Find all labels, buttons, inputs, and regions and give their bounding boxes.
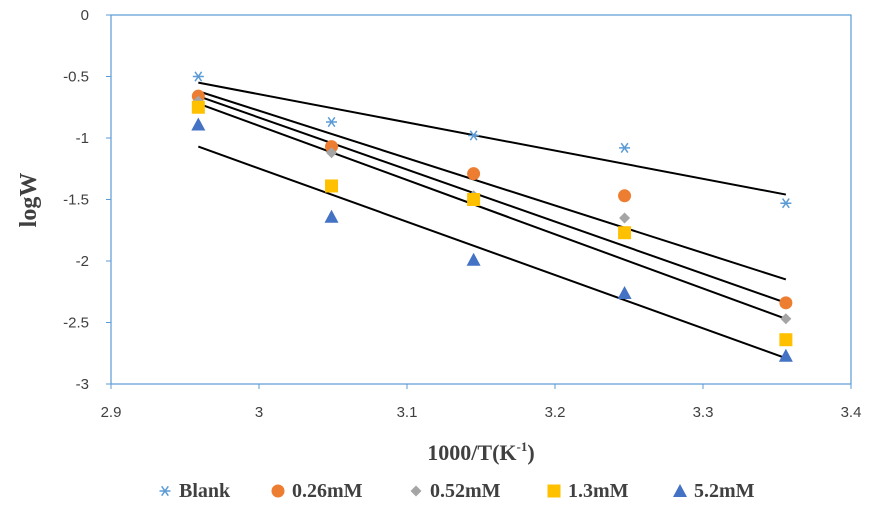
- legend-marker-3: [547, 484, 561, 498]
- data-point-1-4: [779, 296, 793, 310]
- data-point-0-0: [192, 71, 204, 82]
- data-point-2-3: [619, 212, 631, 224]
- plot-area: [110, 14, 852, 385]
- data-point-3-3: [618, 226, 632, 240]
- data-point-4-1: [324, 209, 339, 223]
- legend-item-0: Blank: [159, 480, 231, 502]
- legend-marker-2: [410, 485, 422, 497]
- trendlines: [197, 81, 787, 360]
- data-point-1-3: [618, 189, 632, 203]
- data-points: [191, 71, 793, 362]
- x-tick-label: 3.1: [397, 404, 418, 421]
- data-point-4-3: [617, 285, 632, 299]
- trendline-4: [197, 145, 787, 360]
- legend-label-1: 0.26mM: [292, 480, 363, 502]
- y-axis: 0 -0.5 -1 -1.5 -2 -2.5 -3: [63, 7, 111, 393]
- legend-item-1: 0.26mM: [271, 480, 363, 502]
- data-point-0-2: [468, 130, 480, 141]
- legend-marker-0: [159, 485, 171, 497]
- trendline-2: [197, 95, 787, 304]
- legend-label-3: 1.3mM: [568, 480, 629, 502]
- x-axis-label: 1000/T(K-1): [427, 439, 534, 465]
- legend-marker-1: [271, 484, 285, 498]
- x-tick-label: 3.2: [545, 404, 566, 421]
- data-point-3-2: [467, 193, 481, 206]
- data-point-0-4: [780, 198, 792, 209]
- y-tick-label: -1.5: [63, 192, 89, 209]
- y-tick-label: -0.5: [63, 69, 89, 86]
- data-point-4-2: [466, 252, 481, 266]
- legend-label-0: Blank: [179, 480, 231, 502]
- x-tick-label: 3.4: [841, 404, 862, 421]
- y-tick-label: 0: [81, 7, 89, 24]
- y-axis-label: logW: [16, 173, 42, 228]
- trendline-0: [198, 81, 787, 196]
- x-axis: 2.9 3 3.1 3.2 3.3 3.4: [101, 384, 862, 421]
- x-tick-label: 3: [255, 404, 263, 421]
- data-point-2-1: [326, 147, 338, 159]
- legend-item-4: 5.2mM: [673, 480, 755, 502]
- data-point-3-4: [779, 333, 793, 347]
- y-tick-label: -2.5: [63, 315, 89, 332]
- data-point-4-4: [778, 348, 793, 362]
- x-tick-label: 3.3: [693, 404, 714, 421]
- legend: Blank 0.26mM 0.52mM 1.3mM 5.2mM: [159, 480, 755, 502]
- legend-marker-4: [673, 484, 687, 497]
- data-point-1-2: [467, 167, 481, 181]
- y-tick-label: -3: [76, 376, 89, 393]
- x-tick-label: 2.9: [101, 404, 122, 421]
- data-point-3-0: [191, 100, 205, 114]
- data-point-2-4: [780, 313, 792, 325]
- legend-item-3: 1.3mM: [547, 480, 629, 502]
- y-tick-label: -1: [76, 130, 89, 147]
- trendline-3: [197, 102, 787, 320]
- legend-item-2: 0.52mM: [410, 480, 501, 502]
- data-point-0-1: [326, 116, 338, 128]
- data-point-4-0: [191, 117, 206, 131]
- data-point-0-3: [619, 142, 631, 153]
- trendline-1: [198, 90, 787, 281]
- legend-label-2: 0.52mM: [430, 480, 501, 502]
- legend-label-4: 5.2mM: [694, 480, 755, 502]
- data-point-1-1: [325, 140, 339, 154]
- y-tick-label: -2: [76, 253, 89, 270]
- data-point-3-1: [325, 179, 339, 193]
